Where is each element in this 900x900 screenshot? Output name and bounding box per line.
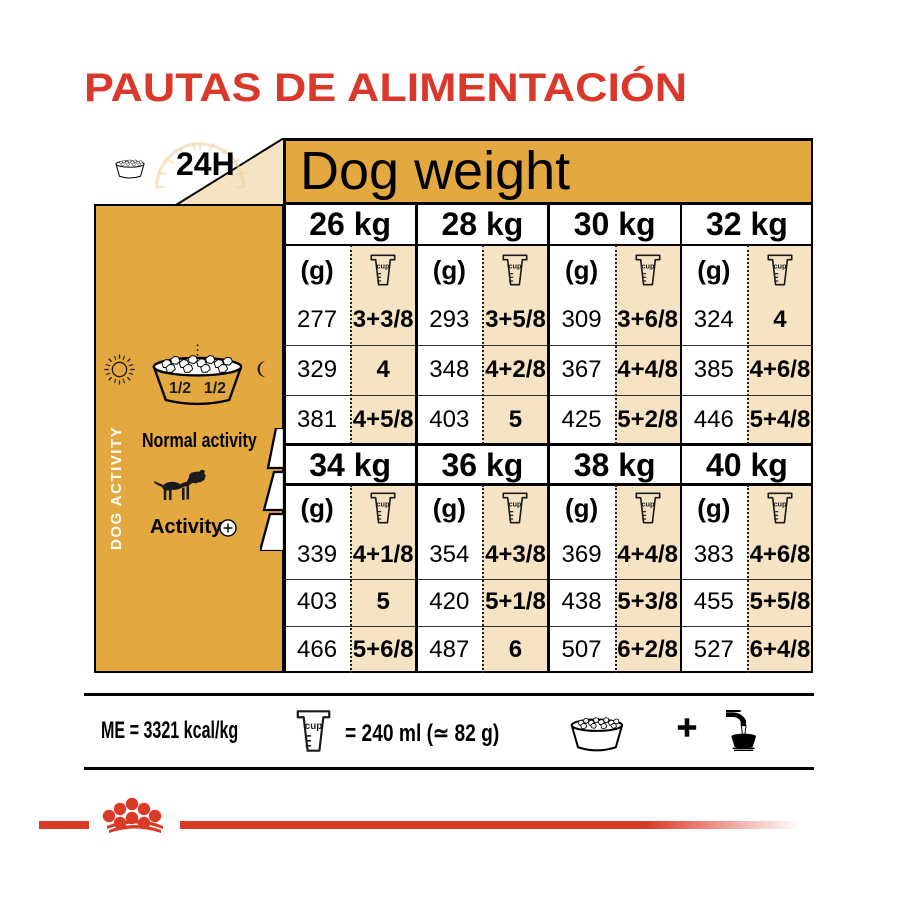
svg-text:1/2: 1/2 — [204, 380, 226, 397]
svg-text:cup: cup — [305, 721, 322, 732]
svg-text:1/2: 1/2 — [169, 380, 191, 397]
